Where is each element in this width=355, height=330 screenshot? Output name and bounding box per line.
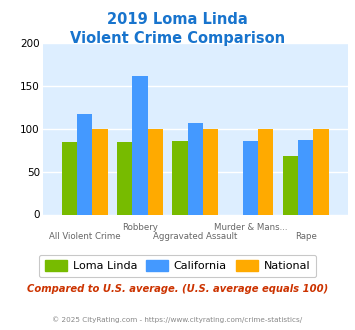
Bar — [187, 123, 203, 214]
Text: Rape: Rape — [295, 232, 317, 241]
Text: Murder & Mans...: Murder & Mans... — [214, 223, 287, 232]
Bar — [313, 129, 329, 214]
Text: Compared to U.S. average. (U.S. average equals 100): Compared to U.S. average. (U.S. average … — [27, 284, 328, 294]
Bar — [92, 129, 108, 214]
Bar — [132, 76, 148, 214]
Text: All Violent Crime: All Violent Crime — [49, 232, 121, 241]
Bar — [298, 140, 313, 214]
Text: Violent Crime Comparison: Violent Crime Comparison — [70, 31, 285, 46]
Text: Aggravated Assault: Aggravated Assault — [153, 232, 237, 241]
Bar — [203, 129, 218, 214]
Bar — [62, 143, 77, 214]
Text: Robbery: Robbery — [122, 223, 158, 232]
Text: © 2025 CityRating.com - https://www.cityrating.com/crime-statistics/: © 2025 CityRating.com - https://www.city… — [53, 316, 302, 323]
Bar — [283, 156, 298, 215]
Bar — [258, 129, 273, 214]
Bar — [117, 142, 132, 214]
Legend: Loma Linda, California, National: Loma Linda, California, National — [39, 255, 316, 277]
Text: 2019 Loma Linda: 2019 Loma Linda — [107, 12, 248, 26]
Bar — [172, 141, 187, 214]
Bar — [243, 141, 258, 214]
Bar — [77, 114, 92, 214]
Bar — [148, 129, 163, 214]
